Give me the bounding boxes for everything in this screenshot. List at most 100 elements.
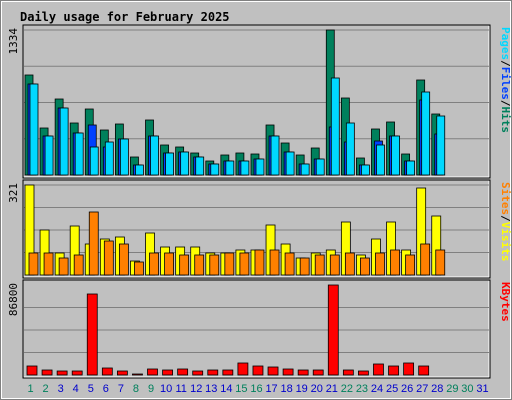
x-tick-label-day-4: 4: [73, 383, 79, 395]
panel-legend: Pages/Files/Hits: [499, 27, 512, 133]
bar-pages-day-2: [44, 135, 54, 176]
bar-sites-day-11: [179, 254, 190, 276]
bar-sites-day-19: [299, 257, 310, 276]
bar-sites-day-23: [360, 257, 370, 276]
bar-kbytes-day-20: [312, 369, 324, 376]
bar-sites-day-24: [375, 252, 385, 276]
bar-kbytes-day-27: [418, 365, 430, 376]
x-tick-label-day-25: 25: [386, 383, 398, 395]
bar-kbytes-day-17: [267, 366, 279, 376]
x-tick-label-day-20: 20: [311, 383, 323, 395]
bar-kbytes-day-18: [282, 368, 294, 376]
x-tick-label-day-7: 7: [118, 383, 124, 395]
bar-pages-day-28: [436, 115, 446, 176]
chart-title: Daily usage for February 2025: [20, 10, 230, 24]
x-tick-label-day-23: 23: [356, 383, 368, 395]
bar-sites-day-1: [28, 252, 39, 276]
x-tick-label-day-8: 8: [133, 383, 139, 395]
bar-sites-day-3: [58, 257, 69, 276]
legend-entry: Hits: [499, 107, 512, 134]
bar-kbytes-day-19: [297, 369, 309, 376]
y-max-label: 1334: [7, 28, 20, 55]
x-tick-label-day-3: 3: [58, 383, 64, 395]
x-tick-label-day-26: 26: [401, 383, 413, 395]
bar-kbytes-day-26: [403, 362, 415, 376]
bar-sites-day-28: [435, 249, 446, 276]
bar-kbytes-day-10: [162, 369, 173, 376]
bar-kbytes-day-14: [222, 369, 234, 376]
bar-sites-day-20: [314, 254, 325, 276]
bar-pages-day-15: [240, 160, 250, 176]
bar-sites-day-18: [284, 252, 295, 276]
x-tick-label-day-12: 12: [190, 383, 202, 395]
bar-pages-day-6: [104, 141, 114, 176]
bar-pages-day-11: [180, 151, 190, 176]
bar-kbytes-day-12: [192, 370, 204, 376]
bar-kbytes-day-24: [373, 363, 384, 376]
x-tick-label-day-27: 27: [416, 383, 428, 395]
bar-pages-day-12: [195, 156, 205, 176]
x-axis-labels: 1 2 3 4 5 6 7 8 9 10 11 12 13 14 15 16 17 18 19 20 21 22 23 24 2…: [27, 383, 488, 395]
x-tick-label-day-13: 13: [205, 383, 217, 395]
x-tick-label-day-9: 9: [148, 383, 154, 395]
bar-pages-day-20: [315, 158, 325, 176]
bar-kbytes-day-11: [177, 368, 189, 376]
bar-sites-day-8: [134, 261, 144, 276]
bar-pages-day-4: [74, 132, 84, 176]
bar-pages-day-13: [210, 163, 220, 176]
panel-legend: KBytes: [499, 282, 512, 322]
bar-kbytes-day-15: [237, 362, 249, 376]
bar-pages-day-1: [29, 83, 39, 176]
bar-sites-day-17: [269, 249, 280, 276]
panel-hits-files-pages: 1334 Pages/Files/Hits: [7, 24, 512, 179]
legend-entry: Sites: [499, 182, 512, 215]
bar-sites-day-10: [164, 252, 174, 276]
x-tick-label-day-17: 17: [265, 383, 277, 395]
y-max-label: 321: [7, 183, 20, 203]
bar-pages-day-22: [345, 122, 355, 176]
bar-pages-day-27: [421, 91, 431, 176]
bar-sites-day-6: [103, 240, 114, 276]
legend-entry: /: [499, 215, 512, 222]
bar-sites-day-27: [420, 243, 431, 276]
bar-pages-day-18: [285, 151, 295, 176]
x-tick-label-day-30: 30: [461, 383, 473, 395]
bar-sites-day-21: [329, 254, 340, 276]
x-tick-label-day-21: 21: [326, 383, 338, 395]
x-tick-label-day-5: 5: [88, 383, 94, 395]
bar-pages-day-24: [376, 144, 385, 176]
x-tick-label-day-16: 16: [250, 383, 262, 395]
bar-kbytes-day-3: [56, 370, 68, 376]
bar-sites-day-22: [344, 252, 355, 276]
bar-sites-day-25: [390, 249, 400, 276]
bar-sites-day-12: [194, 254, 205, 276]
legend-entry: /: [499, 60, 512, 67]
bar-kbytes-day-13: [207, 369, 219, 376]
x-tick-label-day-29: 29: [446, 383, 458, 395]
bar-sites-day-2: [43, 252, 54, 276]
bar-kbytes-day-8: [132, 373, 143, 376]
legend-entry: Pages: [499, 27, 512, 60]
bar-kbytes-day-4: [71, 370, 83, 376]
x-tick-label-day-19: 19: [296, 383, 308, 395]
panel-visits-sites: 321 Sites/Visits: [7, 179, 512, 279]
bar-sites-day-13: [209, 254, 220, 276]
legend-entry: /: [499, 100, 512, 107]
x-tick-label-day-28: 28: [431, 383, 443, 395]
bar-kbytes-day-23: [358, 370, 369, 376]
bar-kbytes-day-2: [41, 369, 53, 376]
x-tick-label-day-2: 2: [43, 383, 49, 395]
bar-kbytes-day-1: [26, 365, 38, 376]
x-tick-label-day-6: 6: [103, 383, 109, 395]
bar-pages-day-21: [330, 77, 340, 176]
bar-pages-day-23: [361, 164, 370, 176]
bar-kbytes-day-6: [101, 367, 113, 376]
bar-sites-day-16: [254, 249, 265, 276]
bar-kbytes-day-22: [342, 369, 354, 376]
x-tick-label-day-15: 15: [235, 383, 247, 395]
bar-pages-day-25: [391, 135, 400, 176]
bar-pages-day-5: [89, 146, 99, 176]
bar-pages-day-16: [255, 158, 265, 176]
legend-entry: Visits: [499, 222, 512, 262]
